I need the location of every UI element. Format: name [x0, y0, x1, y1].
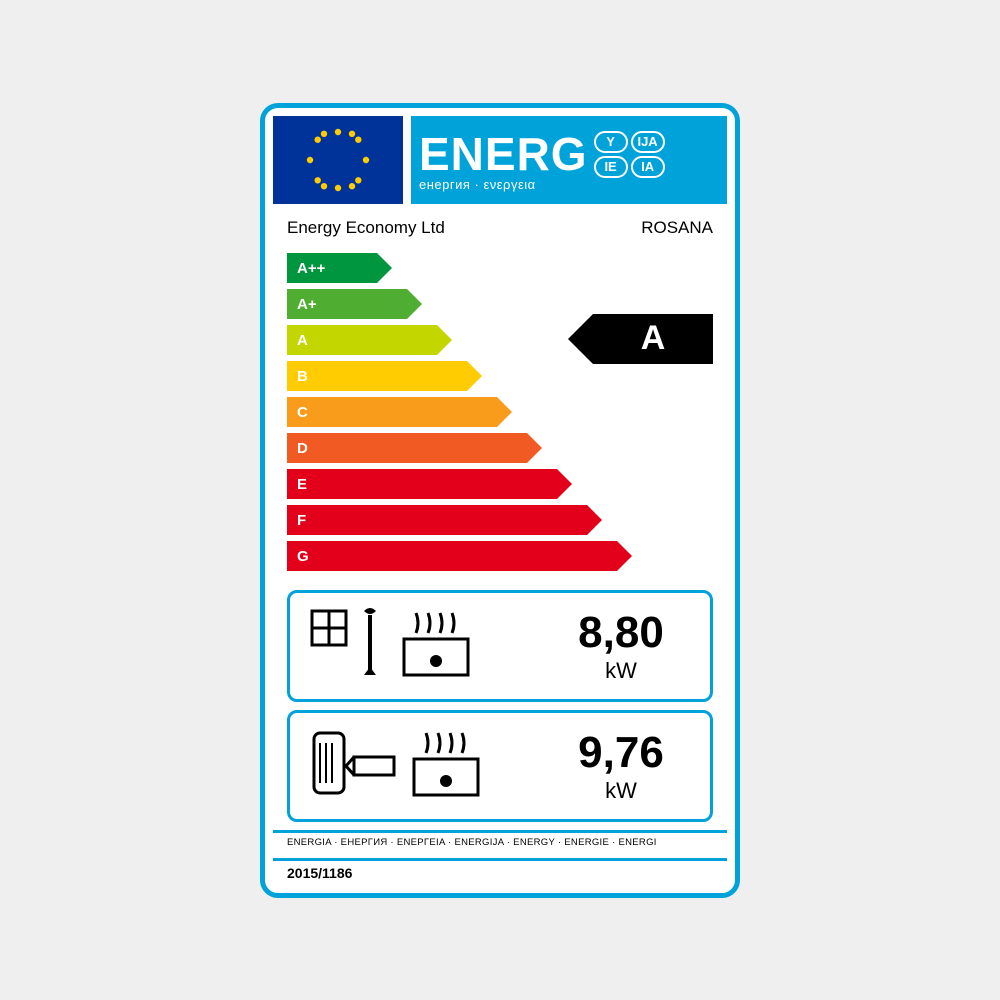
divider	[273, 858, 727, 861]
scale-bar: E	[287, 469, 557, 499]
scale-bar: F	[287, 505, 587, 535]
rating-value: A	[641, 319, 666, 358]
scale-row: D	[287, 432, 713, 465]
energ-title: ENERG	[419, 127, 588, 181]
rating-pointer: A	[593, 314, 713, 364]
spec1-unit: kW	[546, 658, 696, 684]
suffix-badges: Y IJA IE IA	[594, 131, 668, 178]
spec2-unit: kW	[546, 778, 696, 804]
scale-row: E	[287, 468, 713, 501]
header: ENERG Y IJA IE IA енергия · ενεργεια	[273, 116, 727, 204]
room-heating-icon	[304, 603, 546, 688]
badge: IA	[631, 156, 665, 178]
energia-line: ENERGIA · ЕНЕРГИЯ · ΕΝΕΡΓΕΙΑ · ENERGIJA …	[273, 837, 727, 852]
scale-bar: B	[287, 361, 467, 391]
scale-bar: G	[287, 541, 617, 571]
eu-flag	[273, 116, 403, 204]
efficiency-scale: A++A+ABCDEFG A	[273, 248, 727, 584]
energ-subtitle: енергия · ενεργεια	[419, 177, 727, 192]
scale-bar: D	[287, 433, 527, 463]
scale-bar: C	[287, 397, 497, 427]
scale-row: C	[287, 396, 713, 429]
divider	[273, 830, 727, 833]
spec2-value: 9,76	[546, 728, 696, 778]
manufacturer: Energy Economy Ltd	[287, 218, 445, 238]
energ-banner: ENERG Y IJA IE IA енергия · ενεργεια	[411, 116, 727, 204]
badge: IJA	[631, 131, 665, 153]
spec-box-heat-output: 8,80 kW	[287, 590, 713, 702]
manufacturer-row: Energy Economy Ltd ROSANA	[273, 218, 727, 248]
badge: Y	[594, 131, 628, 153]
scale-row: A++	[287, 252, 713, 285]
scale-row: G	[287, 540, 713, 573]
scale-bar: A+	[287, 289, 407, 319]
spec-box-water-output: 9,76 kW	[287, 710, 713, 822]
spec1-value: 8,80	[546, 608, 696, 658]
scale-bar: A++	[287, 253, 377, 283]
scale-row: F	[287, 504, 713, 537]
regulation: 2015/1186	[273, 865, 727, 885]
water-heating-icon	[304, 723, 546, 808]
scale-bar: A	[287, 325, 437, 355]
energy-label: ENERG Y IJA IE IA енергия · ενεργεια Ene…	[260, 103, 740, 898]
badge: IE	[594, 156, 628, 178]
scale-row: B	[287, 360, 713, 393]
model: ROSANA	[641, 218, 713, 238]
